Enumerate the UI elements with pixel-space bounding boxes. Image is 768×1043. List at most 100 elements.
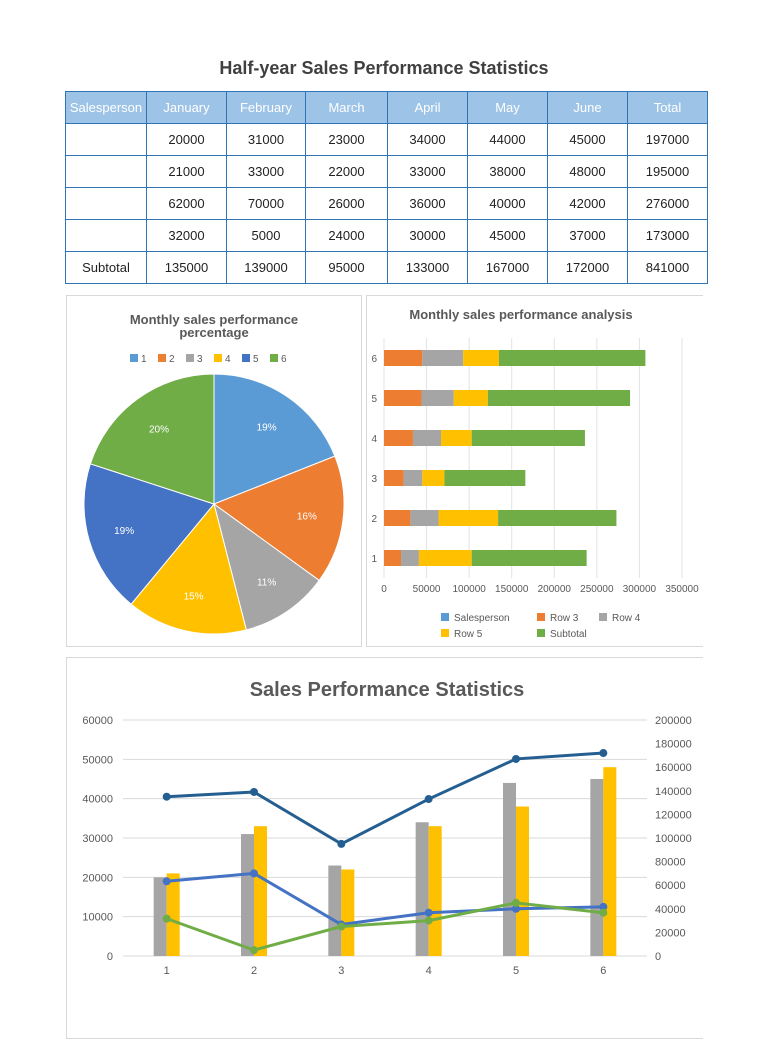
combo-y2-tick-label: 60000 xyxy=(655,880,686,892)
stacked-bar-segment xyxy=(384,430,413,446)
stacked-bar-segment xyxy=(384,510,411,526)
combo-line-point xyxy=(424,916,433,925)
pie-legend-label: 6 xyxy=(281,354,287,365)
table-row: 62000 70000 26000 36000 40000 42000 2760… xyxy=(65,187,708,220)
combo-y-tick-label: 40000 xyxy=(82,794,113,806)
table-cell: 5000 xyxy=(226,219,306,252)
table-cell: 133000 xyxy=(387,251,468,284)
bar-legend-swatch xyxy=(537,613,545,621)
pie-data-label: 20% xyxy=(149,424,169,435)
combo-line-point xyxy=(162,877,171,886)
bar-y-tick-label: 5 xyxy=(371,394,377,405)
combo-bar xyxy=(415,822,429,956)
pie-slice xyxy=(83,463,215,605)
table-cell xyxy=(65,155,147,188)
bar-x-tick-label: 0 xyxy=(381,584,387,595)
combo-y2-tick-label: 100000 xyxy=(655,833,692,845)
combo-y2-tick-label: 160000 xyxy=(655,762,692,774)
bar-x-tick-label: 350000 xyxy=(665,584,699,595)
combo-line-point xyxy=(250,787,258,796)
header-april: April xyxy=(387,91,468,124)
pie-data-label: 16% xyxy=(297,512,317,523)
stacked-bar-segment xyxy=(422,470,445,486)
combo-y2-tick-label: 140000 xyxy=(655,786,692,798)
pie-chart-panel: Monthly sales performance percentage 1 2 3… xyxy=(66,295,362,647)
combo-bar xyxy=(503,782,516,956)
combo-y-tick-label: 60000 xyxy=(82,715,113,727)
stacked-bar-segment xyxy=(471,430,585,446)
bar-legend-label: Row 4 xyxy=(612,613,641,624)
combo-bar xyxy=(328,865,342,956)
table-cell: 21000 xyxy=(146,155,227,188)
combo-line-point xyxy=(250,946,258,955)
bar-x-tick-label: 50000 xyxy=(413,584,441,595)
bar-y-tick-label: 2 xyxy=(371,514,377,525)
bar-y-tick-label: 1 xyxy=(371,554,377,565)
combo-y2-tick-label: 40000 xyxy=(655,904,686,916)
combo-y-tick-label: 20000 xyxy=(82,872,113,884)
stacked-bar-segment xyxy=(410,510,439,526)
pie-slice xyxy=(130,502,247,635)
combo-line-point xyxy=(337,839,346,848)
combo-x-tick-label: 3 xyxy=(338,965,344,977)
table-cell: 44000 xyxy=(467,123,548,156)
pie-slice xyxy=(213,502,320,631)
header-salesperson: Salesperson xyxy=(65,91,147,124)
table-cell: 23000 xyxy=(305,123,388,156)
bar-legend-label: Row 3 xyxy=(550,613,579,624)
combo-y-tick-label: 0 xyxy=(107,951,113,963)
table-cell: 139000 xyxy=(226,251,306,284)
table-cell: 45000 xyxy=(547,123,628,156)
table-cell: 197000 xyxy=(627,123,708,156)
pie-legend-label: 1 xyxy=(141,354,147,365)
table-cell: 135000 xyxy=(146,251,227,284)
table-cell: 20000 xyxy=(146,123,227,156)
bar-legend-swatch xyxy=(441,629,449,637)
bar-y-tick-label: 3 xyxy=(371,474,377,485)
bar-legend-label: Row 5 xyxy=(454,629,483,640)
table-cell: 62000 xyxy=(146,187,227,220)
combo-line-point xyxy=(162,914,171,923)
bar-x-tick-label: 200000 xyxy=(538,584,572,595)
table-cell: 33000 xyxy=(226,155,306,188)
combo-line-point xyxy=(512,754,520,763)
table-cell: 167000 xyxy=(467,251,548,284)
stacked-bar-segment xyxy=(421,390,454,406)
header-january: January xyxy=(146,91,227,124)
table-cell: 37000 xyxy=(547,219,628,252)
combo-line-point xyxy=(250,869,258,878)
pie-slice xyxy=(89,373,215,505)
stacked-bar-segment xyxy=(498,510,617,526)
sales-table: Salesperson January February March April… xyxy=(65,91,708,284)
combo-bar xyxy=(341,869,355,956)
table-row: 21000 33000 22000 33000 38000 48000 1950… xyxy=(65,155,708,188)
combo-line-point xyxy=(337,922,346,931)
combo-y2-tick-label: 180000 xyxy=(655,739,692,751)
pie-slice xyxy=(213,373,336,505)
table-cell: 34000 xyxy=(387,123,468,156)
pie-data-label: 11% xyxy=(257,577,276,588)
table-cell xyxy=(65,123,147,156)
combo-x-tick-label: 1 xyxy=(164,965,170,977)
table-cell: 172000 xyxy=(547,251,628,284)
table-cell: 276000 xyxy=(627,187,708,220)
combo-line-point xyxy=(599,902,608,911)
pie-legend-swatch xyxy=(130,354,138,362)
stacked-bar-segment xyxy=(384,470,404,486)
combo-line-point xyxy=(424,908,433,917)
bar-chart-panel: Monthly sales performance analysis 0 5000… xyxy=(366,295,703,647)
combo-x-tick-label: 6 xyxy=(600,965,606,977)
combo-line-point xyxy=(424,795,433,804)
table-cell: 22000 xyxy=(305,155,388,188)
bar-legend-swatch xyxy=(441,613,449,621)
pie-data-label: 15% xyxy=(184,591,204,602)
combo-y2-tick-label: 20000 xyxy=(655,927,686,939)
header-june: June xyxy=(547,91,628,124)
table-cell: 32000 xyxy=(146,219,227,252)
stacked-bar-segment xyxy=(471,550,587,566)
header-february: February xyxy=(226,91,306,124)
combo-x-tick-label: 2 xyxy=(251,965,257,977)
combo-bar xyxy=(590,779,604,956)
page-title: Half-year Sales Performance Statistics xyxy=(219,58,549,78)
stacked-bar-segment xyxy=(403,470,423,486)
